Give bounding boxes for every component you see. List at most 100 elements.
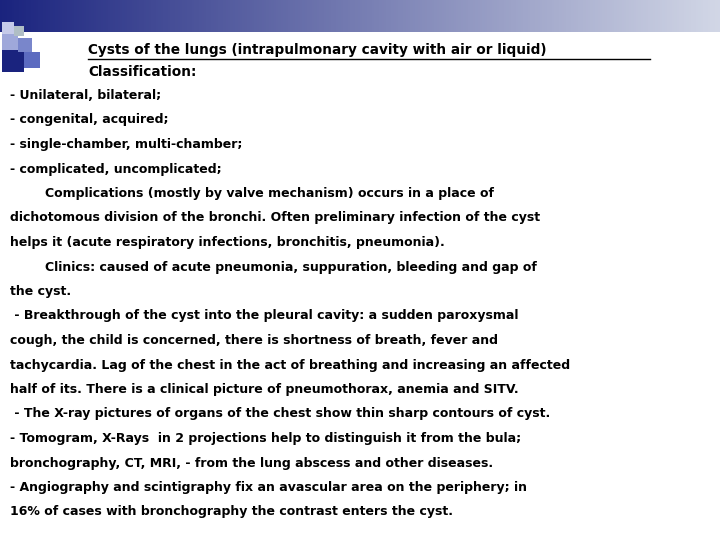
Bar: [266, 0, 269, 32]
Bar: [60, 0, 63, 32]
Bar: [142, 0, 145, 32]
Bar: [590, 0, 593, 32]
Bar: [401, 0, 404, 32]
Bar: [274, 0, 276, 32]
Bar: [158, 0, 161, 32]
Bar: [600, 0, 603, 32]
Text: bronchography, CT, MRI, - from the lung abscess and other diseases.: bronchography, CT, MRI, - from the lung …: [10, 456, 493, 469]
Bar: [2, 0, 5, 32]
Text: - The X-ray pictures of organs of the chest show thin sharp contours of cyst.: - The X-ray pictures of organs of the ch…: [10, 408, 550, 421]
Bar: [367, 0, 370, 32]
Bar: [559, 0, 562, 32]
Bar: [216, 0, 219, 32]
Bar: [24, 52, 40, 68]
Bar: [718, 0, 720, 32]
Bar: [698, 0, 701, 32]
Bar: [396, 0, 399, 32]
Bar: [362, 0, 365, 32]
Bar: [99, 0, 102, 32]
Bar: [518, 0, 521, 32]
Bar: [667, 0, 670, 32]
Bar: [454, 0, 456, 32]
Bar: [108, 0, 111, 32]
Bar: [650, 0, 653, 32]
Bar: [617, 0, 620, 32]
Bar: [207, 0, 210, 32]
Bar: [58, 0, 60, 32]
Bar: [369, 0, 372, 32]
Bar: [463, 0, 466, 32]
Bar: [264, 0, 267, 32]
Bar: [139, 0, 142, 32]
Bar: [34, 0, 37, 32]
Bar: [312, 0, 315, 32]
Bar: [338, 0, 341, 32]
Bar: [137, 0, 140, 32]
Bar: [315, 0, 318, 32]
Bar: [243, 0, 246, 32]
Bar: [163, 0, 166, 32]
Bar: [41, 0, 44, 32]
Bar: [614, 0, 617, 32]
Bar: [427, 0, 430, 32]
Bar: [329, 0, 332, 32]
Bar: [610, 0, 613, 32]
Bar: [346, 0, 348, 32]
Bar: [146, 0, 149, 32]
Bar: [542, 0, 545, 32]
Bar: [17, 0, 19, 32]
Bar: [374, 0, 377, 32]
Bar: [437, 0, 440, 32]
Bar: [24, 0, 27, 32]
Bar: [14, 0, 17, 32]
Bar: [682, 0, 685, 32]
Bar: [247, 0, 250, 32]
Bar: [657, 0, 660, 32]
Bar: [199, 0, 202, 32]
Bar: [94, 0, 96, 32]
Bar: [281, 0, 284, 32]
Bar: [283, 0, 286, 32]
Bar: [135, 0, 138, 32]
Bar: [2, 34, 18, 50]
Text: - Unilateral, bilateral;: - Unilateral, bilateral;: [10, 89, 161, 102]
Bar: [533, 0, 536, 32]
Bar: [598, 0, 600, 32]
Bar: [180, 0, 183, 32]
Bar: [252, 0, 255, 32]
Bar: [446, 0, 449, 32]
Bar: [221, 0, 224, 32]
Bar: [410, 0, 413, 32]
Bar: [55, 0, 58, 32]
Bar: [149, 0, 152, 32]
Bar: [245, 0, 248, 32]
Bar: [317, 0, 320, 32]
Bar: [477, 0, 480, 32]
Bar: [348, 0, 351, 32]
Text: Clinics: caused of acute pneumonia, suppuration, bleeding and gap of: Clinics: caused of acute pneumonia, supp…: [10, 260, 537, 273]
Bar: [677, 0, 680, 32]
Bar: [619, 0, 622, 32]
Bar: [564, 0, 567, 32]
Text: cough, the child is concerned, there is shortness of breath, fever and: cough, the child is concerned, there is …: [10, 334, 498, 347]
Bar: [151, 0, 154, 32]
Bar: [286, 0, 289, 32]
Text: Classification:: Classification:: [88, 65, 197, 79]
Bar: [624, 0, 627, 32]
Bar: [115, 0, 118, 32]
Bar: [38, 0, 41, 32]
Bar: [643, 0, 646, 32]
Bar: [5, 0, 8, 32]
Bar: [322, 0, 325, 32]
Bar: [513, 0, 516, 32]
Bar: [535, 0, 538, 32]
Bar: [523, 0, 526, 32]
Bar: [655, 0, 658, 32]
Text: - congenital, acquired;: - congenital, acquired;: [10, 113, 168, 126]
Bar: [473, 0, 476, 32]
Bar: [74, 0, 77, 32]
Bar: [96, 0, 99, 32]
Bar: [706, 0, 708, 32]
Bar: [456, 0, 459, 32]
Bar: [259, 0, 262, 32]
